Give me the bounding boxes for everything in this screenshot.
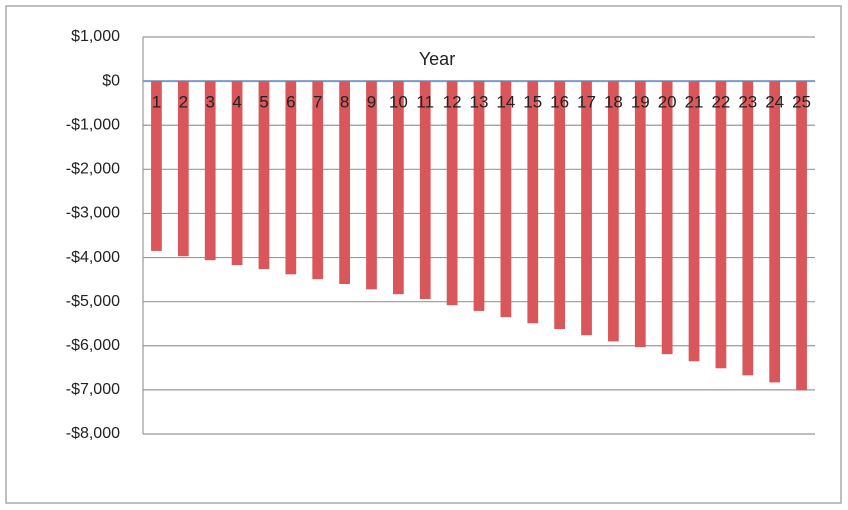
- x-axis-label: Year: [419, 49, 455, 69]
- y-tick-label: $0: [102, 72, 120, 89]
- y-tick-label: -$1,000: [66, 116, 120, 133]
- x-tick-label: 18: [604, 93, 623, 112]
- y-tick-label: -$2,000: [66, 161, 120, 178]
- y-tick-label: -$7,000: [66, 381, 120, 398]
- bar: [581, 81, 592, 336]
- bar: [473, 81, 485, 311]
- bar: [339, 81, 350, 285]
- x-tick-label: 5: [259, 93, 268, 112]
- x-tick-label: 13: [470, 93, 489, 112]
- bar: [177, 81, 189, 257]
- x-tick-label: 10: [389, 93, 408, 112]
- y-tick-label: -$6,000: [66, 337, 120, 354]
- x-tick-label: 20: [658, 93, 677, 112]
- y-tick-label: -$8,000: [66, 425, 120, 442]
- bar: [688, 81, 700, 362]
- bar: [769, 81, 781, 383]
- bar: [715, 81, 727, 369]
- x-tick-label: 9: [367, 93, 376, 112]
- bar: [634, 81, 646, 348]
- bar: [258, 81, 270, 270]
- bar: [312, 81, 324, 280]
- x-tick-label: 7: [313, 93, 322, 112]
- y-tick-label: -$3,000: [66, 205, 120, 222]
- x-tick-label: 19: [631, 93, 650, 112]
- bar: [366, 81, 377, 290]
- x-tick-label: 16: [550, 93, 569, 112]
- x-tick-label: 23: [738, 93, 757, 112]
- bar: [392, 81, 404, 295]
- bar: [231, 81, 243, 266]
- x-tick-label: 22: [711, 93, 730, 112]
- x-tick-label: 14: [496, 93, 515, 112]
- bar: [796, 81, 807, 391]
- y-tick-label: $1,000: [71, 28, 120, 45]
- x-tick-label: 12: [443, 93, 462, 112]
- x-tick-label: 17: [577, 93, 596, 112]
- bar: [419, 81, 431, 300]
- bar: [500, 81, 512, 318]
- x-tick-label: 2: [179, 93, 188, 112]
- bar: [285, 81, 297, 275]
- x-tick-label: 15: [523, 93, 542, 112]
- bar: [742, 81, 754, 376]
- bar: [554, 81, 566, 330]
- x-tick-label: 21: [685, 93, 704, 112]
- x-tick-label: 25: [792, 93, 811, 112]
- x-tick-label: 24: [765, 93, 784, 112]
- x-tick-label: 4: [232, 93, 241, 112]
- y-tick-label: -$4,000: [66, 249, 120, 266]
- bar: [151, 81, 162, 251]
- bar: [661, 81, 673, 355]
- bar: [446, 81, 458, 306]
- bar: [204, 81, 216, 261]
- bar: [608, 81, 619, 342]
- y-tick-label: -$5,000: [66, 293, 120, 310]
- x-tick-label: 11: [416, 93, 434, 112]
- x-tick-label: 1: [152, 93, 161, 112]
- bar: [527, 81, 539, 324]
- x-tick-label: 6: [286, 93, 295, 112]
- x-tick-label: 3: [205, 93, 214, 112]
- x-tick-label: 8: [340, 93, 349, 112]
